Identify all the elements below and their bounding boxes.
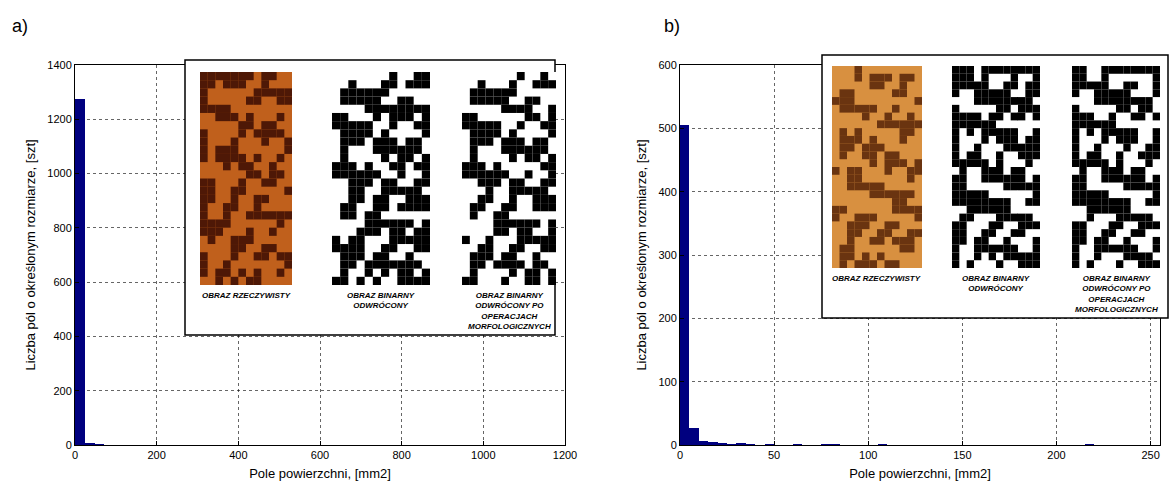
svg-text:a): a) xyxy=(12,16,28,36)
svg-text:1200: 1200 xyxy=(47,113,71,125)
svg-text:0: 0 xyxy=(72,449,78,461)
svg-text:50: 50 xyxy=(768,449,780,461)
svg-text:Liczba pól o określonym rozmia: Liczba pól o określonym rozmiarze, [szt] xyxy=(634,139,649,370)
svg-text:150: 150 xyxy=(953,449,971,461)
svg-text:300: 300 xyxy=(658,249,676,261)
svg-text:200: 200 xyxy=(147,449,165,461)
svg-text:200: 200 xyxy=(1047,449,1065,461)
svg-text:OBRAZ BINARNYODWRÓCONY POOPERA: OBRAZ BINARNYODWRÓCONY POOPERACJACHMORFO… xyxy=(1075,274,1158,314)
svg-text:1000: 1000 xyxy=(471,449,495,461)
svg-text:OBRAZ BINARNYODWRÓCONY: OBRAZ BINARNYODWRÓCONY xyxy=(962,274,1030,293)
svg-text:b): b) xyxy=(664,16,680,36)
svg-text:OBRAZ RZECZYWISTY: OBRAZ RZECZYWISTY xyxy=(832,274,921,283)
svg-text:400: 400 xyxy=(53,330,71,342)
svg-text:400: 400 xyxy=(229,449,247,461)
svg-text:0: 0 xyxy=(671,439,677,451)
svg-text:600: 600 xyxy=(53,276,71,288)
svg-text:0: 0 xyxy=(677,449,683,461)
svg-text:800: 800 xyxy=(392,449,410,461)
svg-text:Liczba pól o określonym rozmia: Liczba pól o określonym rozmiarze, [szt] xyxy=(23,139,38,370)
svg-text:Pole powierzchni, [mm2]: Pole powierzchni, [mm2] xyxy=(849,466,991,481)
svg-text:600: 600 xyxy=(658,59,676,71)
svg-text:200: 200 xyxy=(658,312,676,324)
svg-text:OBRAZ BINARNYODWRÓCONY POOPERA: OBRAZ BINARNYODWRÓCONY POOPERACJACHMORFO… xyxy=(468,291,551,331)
svg-text:600: 600 xyxy=(311,449,329,461)
svg-text:0: 0 xyxy=(66,439,72,451)
svg-text:OBRAZ RZECZYWISTY: OBRAZ RZECZYWISTY xyxy=(202,291,291,300)
svg-text:400: 400 xyxy=(658,186,676,198)
svg-text:200: 200 xyxy=(53,385,71,397)
svg-text:250: 250 xyxy=(1141,449,1159,461)
svg-text:OBRAZ BINARNYODWRÓCONY: OBRAZ BINARNYODWRÓCONY xyxy=(347,291,415,310)
svg-text:1400: 1400 xyxy=(47,59,71,71)
svg-text:1200: 1200 xyxy=(553,449,577,461)
svg-text:Pole powierzchni, [mm2]: Pole powierzchni, [mm2] xyxy=(249,466,391,481)
svg-text:1000: 1000 xyxy=(47,167,71,179)
svg-text:100: 100 xyxy=(658,376,676,388)
svg-text:100: 100 xyxy=(859,449,877,461)
svg-text:800: 800 xyxy=(53,222,71,234)
svg-text:500: 500 xyxy=(658,122,676,134)
